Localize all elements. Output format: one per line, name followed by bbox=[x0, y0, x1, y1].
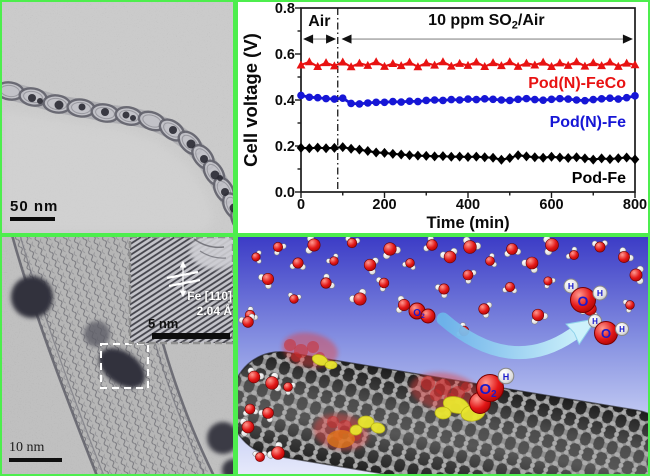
water-molecule bbox=[462, 237, 482, 254]
h-atom-label: H bbox=[592, 317, 598, 326]
water-molecule bbox=[382, 242, 401, 260]
water-molecule bbox=[251, 250, 262, 264]
tem-pod-chain-image bbox=[2, 2, 233, 233]
y-tick-label: 0.0 bbox=[275, 185, 295, 201]
water-molecule bbox=[265, 372, 282, 392]
series-pod-n-fe: Pod(N)-Fe bbox=[297, 91, 639, 131]
water-molecule bbox=[305, 237, 321, 254]
water-molecule bbox=[439, 247, 458, 264]
y-tick-label: 0.2 bbox=[275, 139, 295, 155]
x-tick-label: 600 bbox=[539, 197, 563, 213]
water-molecule bbox=[478, 302, 493, 319]
lattice-inset bbox=[128, 237, 233, 345]
water-molecule bbox=[258, 407, 274, 423]
free-o2-label: O2 bbox=[413, 308, 425, 320]
x-tick-label: 400 bbox=[456, 197, 480, 213]
water-molecule bbox=[504, 243, 522, 257]
adsorbed-o2-label: O2 bbox=[479, 381, 497, 400]
hrtem-zoom-box bbox=[100, 343, 149, 389]
hrtem-image bbox=[2, 237, 233, 474]
water-molecule bbox=[485, 253, 497, 268]
inset-scale-bar bbox=[152, 333, 230, 339]
h-atom-label: H bbox=[597, 288, 603, 298]
series-pod-n-feco: Pod(N)-FeCo bbox=[296, 57, 640, 92]
water-molecule bbox=[395, 295, 411, 314]
tem-panel-pod-chain: 50 nm bbox=[2, 2, 233, 233]
water-molecule bbox=[629, 265, 644, 285]
o-atom-label: O bbox=[601, 326, 611, 341]
pod-chain bbox=[2, 81, 233, 233]
water-molecule bbox=[502, 281, 518, 294]
reaction-arrow bbox=[436, 312, 598, 360]
air-region-label: Air bbox=[308, 13, 330, 30]
h-atom-label: H bbox=[568, 281, 574, 291]
simulation-panel: O2 O2 H H O H H O H bbox=[238, 237, 648, 474]
series-label: Pod-Fe bbox=[572, 170, 626, 187]
h-atom-label: H bbox=[619, 325, 625, 334]
o-atom-label: O bbox=[578, 293, 589, 309]
water-molecule bbox=[272, 242, 287, 256]
d-spacing-marker bbox=[166, 260, 201, 298]
water-molecule bbox=[349, 288, 367, 306]
water-molecule bbox=[622, 299, 635, 313]
water-molecule bbox=[287, 292, 302, 304]
water-molecule bbox=[591, 240, 608, 253]
water-molecule bbox=[326, 253, 339, 266]
water-molecule bbox=[618, 247, 634, 263]
reaction-site-patches bbox=[282, 332, 486, 451]
water-molecule bbox=[289, 257, 306, 271]
water-molecule bbox=[462, 269, 477, 284]
water-molecule bbox=[565, 246, 579, 260]
y-tick-label: 0.8 bbox=[275, 2, 295, 17]
water-molecule bbox=[376, 276, 390, 292]
water-molecule bbox=[402, 258, 416, 271]
h-atom-label: H bbox=[503, 372, 510, 382]
water-molecule bbox=[423, 237, 438, 252]
water-molecule bbox=[239, 418, 255, 437]
series-label: Pod(N)-Fe bbox=[550, 114, 627, 131]
water-molecule bbox=[238, 313, 256, 328]
water-molecule bbox=[434, 283, 450, 299]
gas-region-label: 10 ppm SO2/Air bbox=[428, 12, 544, 32]
y-axis-title: Cell voltage (V) bbox=[240, 33, 261, 167]
water-molecule bbox=[258, 272, 274, 290]
water-molecule bbox=[266, 441, 285, 460]
water-molecule bbox=[242, 403, 259, 417]
water-molecule bbox=[521, 256, 539, 274]
water-molecules bbox=[238, 237, 644, 462]
y-tick-label: 0.6 bbox=[275, 47, 295, 63]
x-tick-label: 200 bbox=[372, 197, 396, 213]
water-molecule bbox=[247, 367, 265, 384]
water-molecule bbox=[320, 273, 335, 289]
water-molecule bbox=[363, 257, 379, 275]
series-label: Pod(N)-FeCo bbox=[528, 75, 626, 92]
tem-panel-hrtem: Fe [110] 2.04 Å 5 nm 10 nm bbox=[2, 237, 233, 474]
water-molecule bbox=[531, 308, 549, 325]
carbon-film-edge bbox=[2, 110, 215, 233]
cell-voltage-chart: 0 200 400 600 800 0.0 0.2 0.4 0.6 0.8 Time (min) Ce… bbox=[238, 2, 648, 233]
fe-nanoparticles bbox=[11, 276, 233, 474]
cell-voltage-chart-panel: 0 200 400 600 800 0.0 0.2 0.4 0.6 0.8 Time (min) Ce… bbox=[238, 2, 648, 233]
water-molecule bbox=[543, 276, 556, 289]
y-tick-label: 0.4 bbox=[275, 93, 295, 109]
water-molecule bbox=[252, 450, 268, 462]
water-molecule bbox=[543, 237, 559, 256]
x-tick-label: 800 bbox=[623, 197, 647, 213]
x-axis-title: Time (min) bbox=[426, 214, 509, 232]
x-tick-label: 0 bbox=[297, 197, 305, 213]
water-molecule bbox=[283, 382, 296, 396]
water-molecule bbox=[345, 237, 361, 249]
